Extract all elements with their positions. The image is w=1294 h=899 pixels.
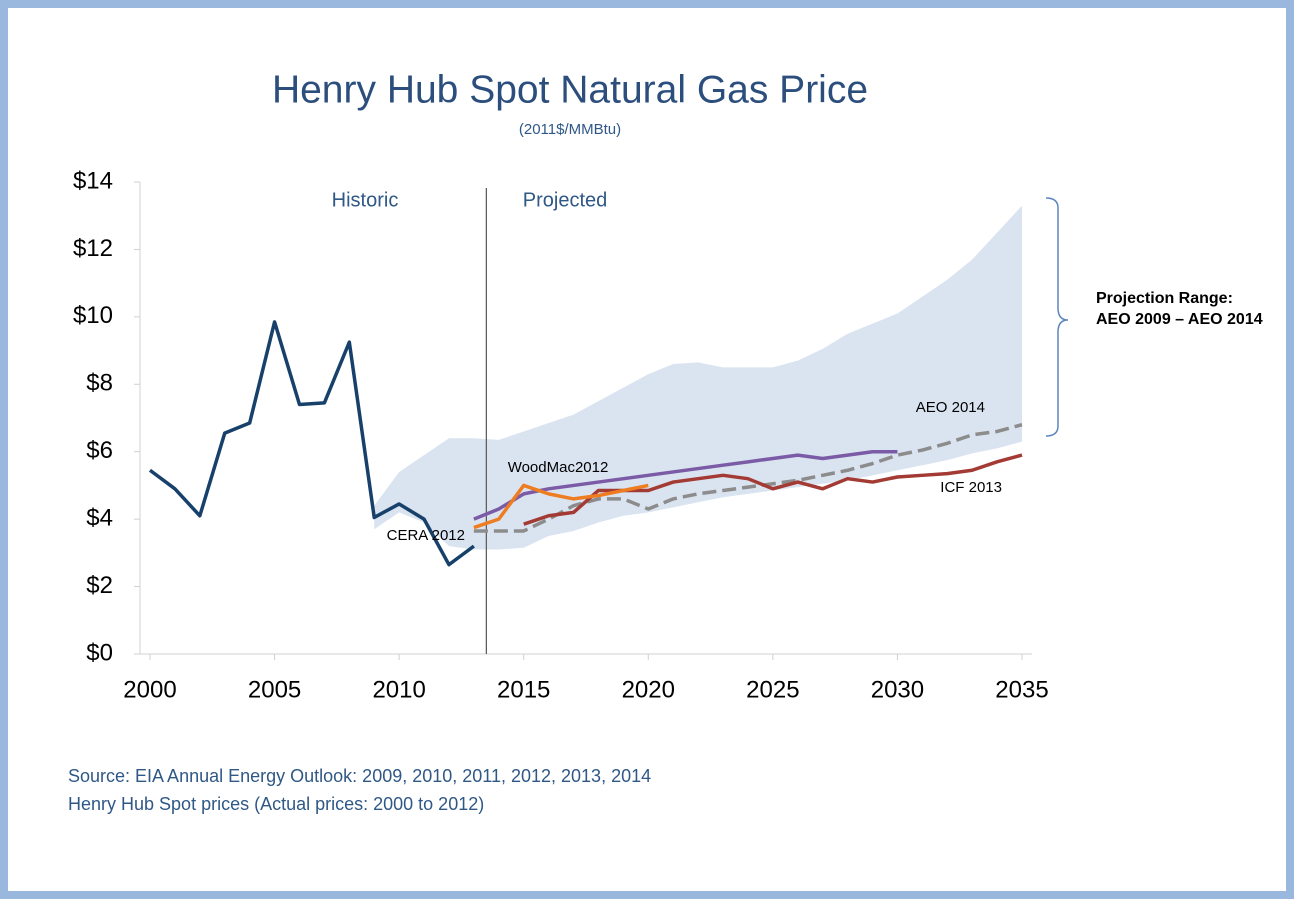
y-tick-label: $12 xyxy=(73,235,113,262)
range-label: Projection Range: AEO 2009 – AEO 2014 xyxy=(1096,290,1263,328)
y-tick-label: $14 xyxy=(73,167,113,194)
chart-title: Henry Hub Spot Natural Gas Price xyxy=(272,68,868,111)
y-tick-label: $2 xyxy=(86,572,113,599)
x-tick-label: 2020 xyxy=(622,676,675,703)
series-label: AEO 2014 xyxy=(916,399,985,416)
series-line xyxy=(148,320,475,567)
region-label: Historic xyxy=(332,189,399,211)
x-tick-label: 2025 xyxy=(746,676,799,703)
y-tick-label: $0 xyxy=(86,639,113,666)
series-line xyxy=(523,453,1023,526)
series-line xyxy=(473,423,1023,533)
projection-band xyxy=(374,205,1022,550)
series-label: CERA 2012 xyxy=(387,527,465,544)
y-tick-label: $10 xyxy=(73,302,113,329)
x-tick-label: 2030 xyxy=(871,676,924,703)
x-tick-label: 2005 xyxy=(248,676,301,703)
x-tick-label: 2000 xyxy=(123,676,176,703)
series-line xyxy=(473,483,649,530)
source-line: Source: EIA Annual Energy Outlook: 2009,… xyxy=(68,766,652,786)
region-label: Projected xyxy=(523,189,608,211)
x-tick-label: 2015 xyxy=(497,676,550,703)
y-tick-label: $6 xyxy=(86,437,113,464)
chart-subtitle: (2011$/MMBtu) xyxy=(519,121,621,138)
series-label: ICF 2013 xyxy=(940,479,1002,496)
x-tick-label: 2035 xyxy=(995,676,1048,703)
source-line: Henry Hub Spot prices (Actual prices: 20… xyxy=(68,794,485,814)
range-brace xyxy=(1045,197,1069,437)
y-tick-label: $4 xyxy=(86,504,113,531)
series-label: WoodMac2012 xyxy=(508,459,609,476)
y-tick-label: $8 xyxy=(86,370,113,397)
x-tick-label: 2010 xyxy=(372,676,425,703)
series-line xyxy=(473,449,898,521)
